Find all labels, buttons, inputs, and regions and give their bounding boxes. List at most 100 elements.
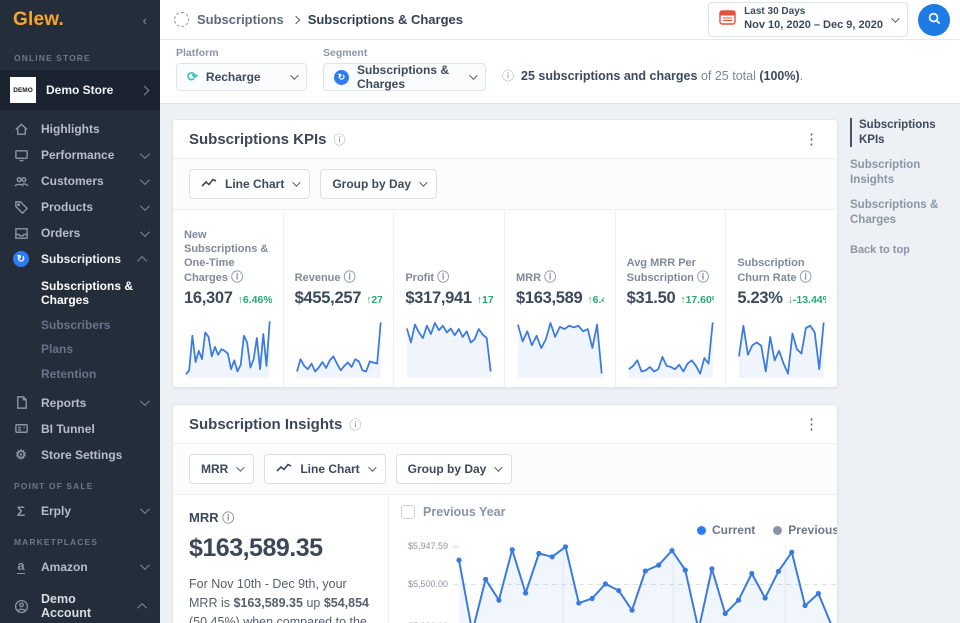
previous-year-checkbox[interactable] bbox=[401, 505, 415, 519]
sidebar-item-store-settings[interactable]: ⚙ Store Settings bbox=[0, 442, 160, 468]
page-scroll-area[interactable]: Subscriptions KPIs ⓘ ⋮ Line Chart Group … bbox=[160, 104, 960, 623]
info-icon: ⓘ bbox=[502, 69, 515, 83]
group-by-dropdown[interactable]: Group by Day bbox=[395, 454, 513, 484]
chevron-down-icon bbox=[139, 148, 150, 159]
kebab-menu-icon[interactable]: ⋮ bbox=[804, 416, 819, 433]
metric-dropdown[interactable]: MRR bbox=[189, 454, 255, 484]
info-icon: ⓘ bbox=[799, 270, 812, 285]
group-by-dropdown[interactable]: Group by Day bbox=[320, 169, 438, 199]
chart-type-label: Line Chart bbox=[225, 177, 285, 191]
chevron-down-icon bbox=[469, 71, 478, 80]
chevron-down-icon bbox=[236, 463, 245, 472]
chart-type-dropdown[interactable]: Line Chart bbox=[189, 169, 311, 199]
sidebar-item-demo-account[interactable]: Demo Account bbox=[0, 589, 160, 623]
chevron-down-icon bbox=[494, 463, 504, 472]
subscription-insights-card: Subscription Insights ⓘ ⋮ MRR Line Chart bbox=[172, 404, 838, 623]
subscriptions-kpis-card: Subscriptions KPIs ⓘ ⋮ Line Chart Group … bbox=[172, 119, 838, 388]
breadcrumb-parent[interactable]: Subscriptions bbox=[197, 12, 284, 27]
kebab-menu-icon[interactable]: ⋮ bbox=[804, 131, 819, 148]
kpi-tile[interactable]: Profit ⓘ $317,941↑17.79 bbox=[394, 210, 505, 387]
sidebar-item-erply[interactable]: Σ Erply bbox=[0, 498, 160, 524]
sidebar-item-customers[interactable]: Customers bbox=[0, 168, 160, 194]
sidebar-item-subscriptions[interactable]: ↻ Subscriptions bbox=[0, 246, 160, 272]
segment-select[interactable]: ↻ Subscriptions & Charges bbox=[323, 63, 486, 91]
info-icon: ⓘ bbox=[437, 270, 450, 285]
kpi-tile[interactable]: Avg MRR Per Subscription ⓘ $31.50↑17.60% bbox=[616, 210, 727, 387]
sidebar-item-orders[interactable]: Orders bbox=[0, 220, 160, 246]
glew-logo: Glew. bbox=[13, 9, 64, 30]
subscriptions-refresh-icon: ↻ bbox=[13, 251, 29, 267]
sidebar-item-performance[interactable]: Performance bbox=[0, 142, 160, 168]
card-title: Subscription Insights bbox=[189, 416, 343, 433]
chart-type-dropdown[interactable]: Line Chart bbox=[264, 454, 386, 484]
sidebar-item-subscriptions-and-charges[interactable]: Subscriptions & Charges bbox=[41, 279, 134, 308]
sidebar-collapse-icon[interactable]: ‹ bbox=[142, 12, 147, 28]
metric-value: $163,589.35 bbox=[189, 534, 323, 562]
users-icon bbox=[13, 174, 29, 189]
tag-icon bbox=[13, 200, 29, 215]
metric-label: MRR bbox=[201, 462, 229, 476]
chevron-down-icon bbox=[891, 13, 900, 23]
chevron-up-icon bbox=[137, 602, 148, 613]
calendar-icon bbox=[719, 9, 736, 30]
line-chart-icon bbox=[276, 462, 292, 476]
sidebar-item-reports[interactable]: Reports bbox=[0, 390, 160, 416]
kpi-sparkline bbox=[628, 322, 714, 378]
sidebar-item-retention[interactable]: Retention bbox=[41, 366, 97, 381]
info-icon: ⓘ bbox=[349, 418, 362, 432]
mrr-chart-plot bbox=[453, 543, 837, 623]
legend-dot-current bbox=[696, 525, 706, 535]
segment-icon: ↻ bbox=[334, 69, 349, 85]
kpi-sparkline bbox=[295, 322, 382, 378]
search-button[interactable] bbox=[918, 3, 950, 36]
legend-item-current[interactable]: Current bbox=[696, 523, 755, 537]
y-axis-tick: $5,500.00 bbox=[407, 579, 448, 589]
previous-year-toggle[interactable]: Previous Year bbox=[401, 505, 837, 519]
sidebar-item-products[interactable]: Products bbox=[0, 194, 160, 220]
info-icon: ⓘ bbox=[333, 133, 346, 147]
platform-select[interactable]: ⟳ Recharge bbox=[176, 63, 307, 91]
kpi-tile[interactable]: New Subscriptions & One-Time Charges ⓘ 1… bbox=[173, 210, 284, 387]
gear-icon: ⚙ bbox=[15, 446, 27, 462]
kpi-tile[interactable]: Subscription Churn Rate ⓘ 5.23%↓-13.44% bbox=[726, 210, 837, 387]
chart-legend: Current Previous bbox=[401, 523, 837, 537]
section-link-subscriptions-kpis[interactable]: Subscriptions KPIs bbox=[850, 118, 954, 148]
chevron-down-icon bbox=[139, 504, 150, 515]
sidebar: Glew. ‹ ONLINE STORE DEMO Demo Store Hig… bbox=[0, 0, 160, 623]
segment-value: Subscriptions & Charges bbox=[357, 63, 450, 91]
section-link-subscriptions-charges[interactable]: Subscriptions & Charges bbox=[850, 198, 939, 226]
kpi-tile[interactable]: MRR ⓘ $163,589↑6.44 bbox=[505, 210, 616, 387]
info-icon: ⓘ bbox=[222, 511, 235, 525]
legend-dot-previous bbox=[773, 525, 783, 535]
sidebar-item-subscribers[interactable]: Subscribers bbox=[41, 317, 111, 332]
sidebar-item-label: Amazon bbox=[41, 559, 88, 574]
chevron-down-icon bbox=[139, 174, 150, 185]
store-switcher[interactable]: DEMO Demo Store bbox=[0, 70, 160, 110]
sidebar-item-label: Customers bbox=[41, 174, 104, 188]
breadcrumb-current: Subscriptions & Charges bbox=[307, 12, 463, 27]
sidebar-item-label: Subscriptions bbox=[41, 252, 122, 266]
line-chart-icon bbox=[201, 177, 217, 191]
sidebar-item-label: Highlights bbox=[41, 122, 100, 136]
sidebar-item-plans[interactable]: Plans bbox=[41, 342, 74, 357]
sidebar-item-highlights[interactable]: Highlights bbox=[0, 116, 160, 142]
page-section-nav: Subscriptions KPIs Subscription Insights… bbox=[838, 104, 960, 623]
search-icon bbox=[927, 11, 942, 29]
section-link-subscription-insights[interactable]: Subscription Insights bbox=[850, 158, 921, 186]
card-icon bbox=[13, 421, 29, 436]
y-axis-tick: $5,000.00 bbox=[408, 621, 448, 623]
back-to-top-link[interactable]: Back to top bbox=[850, 243, 910, 256]
sidebar-item-label: Erply bbox=[41, 503, 72, 518]
sidebar-item-bi-tunnel[interactable]: BI Tunnel bbox=[0, 416, 160, 442]
y-axis-labels: $5,947.59 $5,500.00 $5,000.00 bbox=[401, 539, 453, 623]
chevron-down-icon bbox=[139, 226, 150, 237]
legend-item-previous[interactable]: Previous bbox=[773, 523, 837, 537]
store-avatar: DEMO bbox=[10, 77, 36, 103]
insights-chart-panel: Previous Year Current Previous $5,947.59… bbox=[389, 495, 837, 623]
sidebar-item-amazon[interactable]: a Amazon bbox=[0, 554, 160, 580]
date-range-picker[interactable]: Last 30 Days Nov 10, 2020 – Dec 9, 2020 bbox=[708, 2, 908, 37]
platform-value: Recharge bbox=[205, 70, 261, 84]
kpi-tile[interactable]: Revenue ⓘ $455,257↑27.7 bbox=[284, 210, 395, 387]
chevron-right-icon bbox=[139, 85, 150, 95]
chevron-up-icon bbox=[137, 255, 148, 266]
